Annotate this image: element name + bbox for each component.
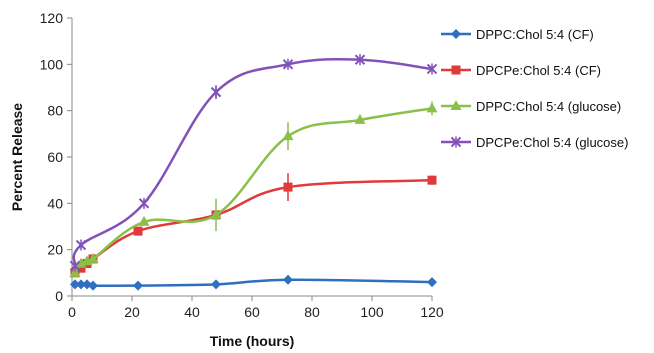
data-point [354,113,366,124]
y-tick-label: 60 [47,149,63,165]
y-tick-label: 40 [47,195,63,211]
legend-item-dpcpe-chol-5-4-cf: DPCPe:Chol 5:4 (CF) [441,63,601,78]
y-tick-label: 0 [55,288,63,304]
data-point [282,130,294,141]
data-point [282,58,294,70]
legend-item-dppc-chol-5-4-cf: DPPC:Chol 5:4 (CF) [441,27,594,42]
y-tick-label: 80 [47,103,63,119]
legend-label: DPCPe:Chol 5:4 (glucose) [476,135,628,150]
series-dpcpe-chol-5-4-cf [70,173,437,278]
y-tick-label: 100 [40,56,64,72]
data-point [87,252,99,263]
data-point [283,274,293,285]
data-point [283,182,293,192]
data-point [426,63,438,75]
legend-label: DPPC:Chol 5:4 (CF) [476,27,594,42]
data-point [138,215,150,226]
y-tick-label: 120 [40,10,64,26]
ticks: 0 20 40 60 80 100 120 0 20 40 60 80 100 120 [40,10,444,320]
series-line-dppc-chol-5-4-glucose [73,107,433,274]
legend-swatch-marker [450,100,462,110]
data-point [69,260,81,272]
series-dppc-chol-5-4-glucose [69,101,438,277]
series-dpcpe-chol-5-4-glucose [69,54,438,272]
data-point [88,280,98,291]
x-tick-label: 60 [244,304,260,320]
y-tick-label: 20 [47,242,63,258]
x-tick-label: 0 [68,304,76,320]
x-tick-label: 120 [420,304,444,320]
x-axis-title: Time (hours) [210,333,295,349]
x-tick-label: 80 [304,304,320,320]
data-point [133,280,143,291]
x-tick-label: 20 [124,304,140,320]
data-point [210,86,222,98]
data-point [75,239,87,251]
data-point [354,54,366,66]
data-point [426,102,438,113]
series-dppc-chol-5-4-cf [70,274,437,291]
legend-item-dpcpe-chol-5-4-glucose: DPCPe:Chol 5:4 (glucose) [441,135,628,150]
series-line-dpcpe-chol-5-4-cf [74,178,433,274]
legend-swatch-marker [451,29,461,39]
legend-swatch-marker [451,65,461,75]
data-point [427,175,437,185]
data-point [76,263,86,273]
axes [71,18,432,297]
data-point [76,279,86,290]
data-point [69,266,81,277]
series-line-dppc-chol-5-4-cf [75,278,433,287]
data-point [210,208,222,219]
x-tick-label: 100 [360,304,384,320]
legend-label: DPCPe:Chol 5:4 (CF) [476,63,601,78]
data-point [427,277,437,288]
legend: DPPC:Chol 5:4 (CF) DPCPe:Chol 5:4 (CF) DPP… [441,27,628,150]
data-point [211,279,221,290]
data-point [133,226,143,236]
x-tick-label: 40 [184,304,200,320]
legend-item-dppc-chol-5-4-glucose: DPPC:Chol 5:4 (glucose) [441,99,621,114]
series-layer [69,54,438,291]
data-point [138,197,150,209]
legend-swatch-marker [450,136,462,148]
legend-label: DPPC:Chol 5:4 (glucose) [476,99,621,114]
y-axis-title: Percent Release [9,103,25,211]
data-point [70,279,80,290]
